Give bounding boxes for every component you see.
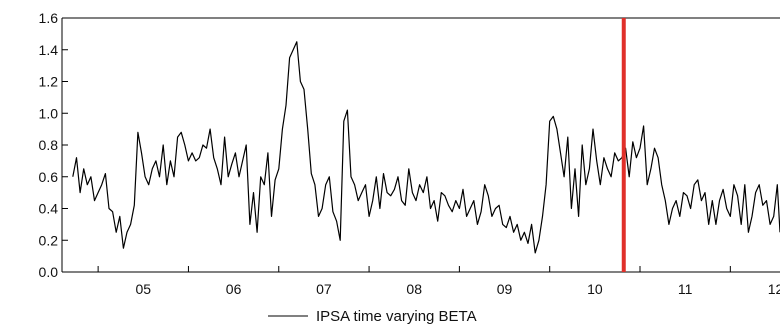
x-axis: 05 06 07 08 09 10 11 12 — [97, 266, 780, 297]
series-line-ipsa-beta — [72, 41, 780, 254]
x-tick-label: 05 — [135, 281, 151, 297]
x-tick-label: 12 — [768, 281, 780, 297]
legend: IPSA time varying BETA — [268, 308, 477, 325]
y-tick-label: 0.4 — [39, 201, 59, 217]
x-tick-label: 09 — [497, 281, 513, 297]
y-tick-label: 1.2 — [39, 74, 59, 90]
y-tick-label: 0.6 — [39, 169, 59, 185]
y-tick-label: 0.0 — [39, 264, 59, 280]
y-tick-label: 1.6 — [39, 10, 59, 26]
x-tick-label: 07 — [316, 281, 332, 297]
y-tick-label: 1.4 — [39, 42, 59, 58]
x-tick-label: 10 — [587, 281, 603, 297]
legend-label: IPSA time varying BETA — [316, 308, 477, 325]
x-tick-label: 08 — [406, 281, 422, 297]
y-tick-label: 0.2 — [39, 232, 59, 248]
series-layer — [72, 41, 780, 254]
y-axis: 0.0 0.2 0.4 0.6 0.8 1.0 1.2 1.4 1.6 — [39, 10, 68, 280]
x-tick-label: 11 — [678, 281, 693, 297]
y-tick-label: 0.8 — [39, 137, 59, 153]
x-tick-label: 06 — [226, 281, 242, 297]
y-tick-label: 1.0 — [39, 105, 59, 121]
